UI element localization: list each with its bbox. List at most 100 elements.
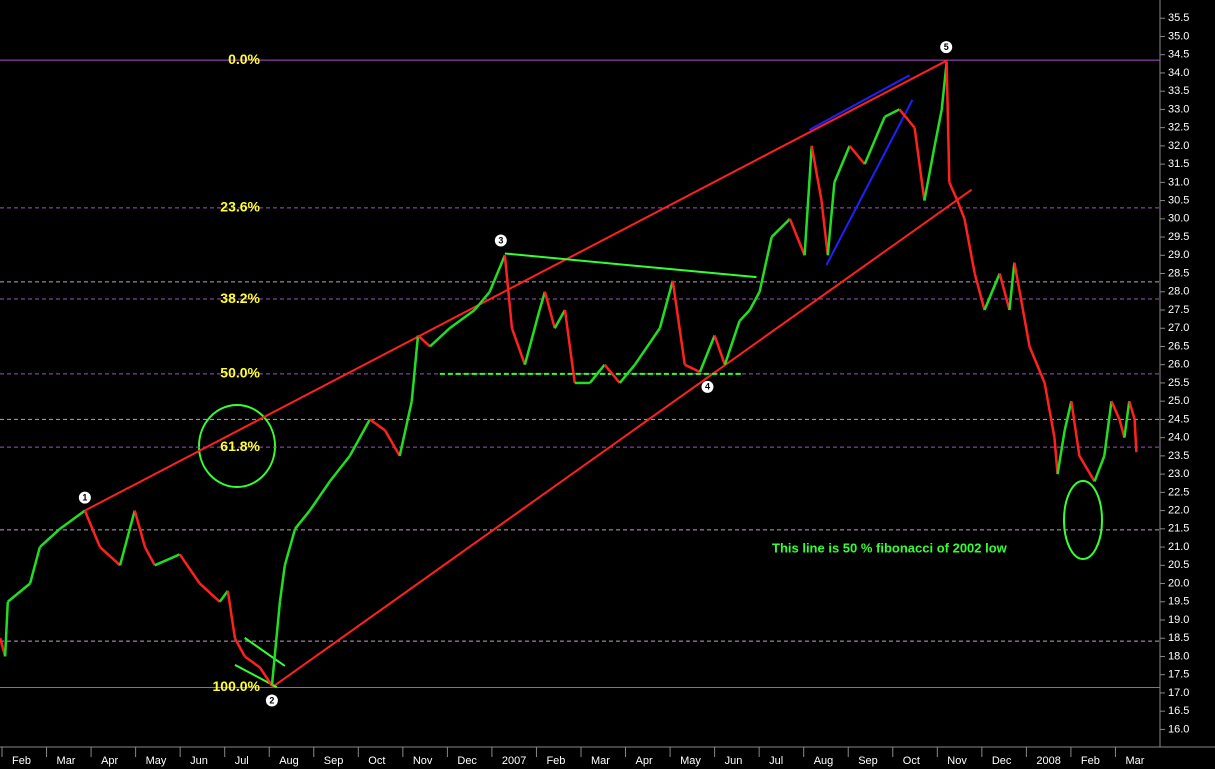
wave-label: 5 xyxy=(944,42,949,52)
x-tick-label: Apr xyxy=(101,755,118,767)
price-segment xyxy=(510,327,527,366)
wave-marker xyxy=(78,491,91,504)
trendline xyxy=(825,99,914,266)
price-segment xyxy=(328,455,351,483)
y-tick-label: 28.5 xyxy=(1168,267,1189,279)
highlight-circle xyxy=(198,404,276,488)
y-tick-label: 32.5 xyxy=(1168,122,1189,134)
price-segment xyxy=(1070,400,1081,457)
y-tick-label: 29.5 xyxy=(1168,231,1189,243)
price-segment xyxy=(863,116,886,165)
price-segment xyxy=(948,181,959,202)
y-tick-label: 25.0 xyxy=(1168,395,1189,407)
x-tick-label: Oct xyxy=(903,755,920,767)
price-segment xyxy=(1093,455,1106,482)
x-tick-label: Mar xyxy=(591,755,610,767)
price-segment xyxy=(1103,401,1113,457)
price-segment xyxy=(618,363,636,384)
y-tick-label: 22.0 xyxy=(1168,504,1189,516)
y-tick-label: 32.0 xyxy=(1168,140,1189,152)
price-segment xyxy=(898,108,916,129)
price-segment xyxy=(748,291,761,311)
price-segment xyxy=(1043,382,1056,438)
y-tick-label: 20.5 xyxy=(1168,559,1189,571)
price-segment xyxy=(1078,455,1096,483)
x-tick-label: Jul xyxy=(235,755,249,767)
y-tick-label: 29.0 xyxy=(1168,249,1189,261)
price-segment xyxy=(178,553,201,585)
wave-label: 4 xyxy=(705,382,710,392)
y-tick-label: 22.5 xyxy=(1168,486,1189,498)
trendline xyxy=(84,59,949,512)
price-segment xyxy=(770,217,791,238)
x-tick-label: Nov xyxy=(413,755,433,767)
price-segment xyxy=(603,363,621,384)
y-tick-label: 20.0 xyxy=(1168,577,1189,589)
price-segment xyxy=(1063,400,1073,431)
price-segment xyxy=(348,418,371,457)
price-segment xyxy=(1133,419,1138,453)
price-segment xyxy=(503,255,514,329)
price-segment xyxy=(538,291,547,311)
wave-label: 3 xyxy=(498,235,503,245)
price-segment xyxy=(826,182,836,256)
trendline xyxy=(244,637,286,667)
price-segment xyxy=(788,218,806,256)
x-tick-label: Jul xyxy=(769,755,783,767)
x-tick-label: Aug xyxy=(279,755,299,767)
price-segment xyxy=(133,510,147,548)
y-tick-label: 35.5 xyxy=(1168,12,1189,24)
price-segment xyxy=(1053,437,1059,475)
fib-label: 23.6% xyxy=(220,199,260,215)
price-segment xyxy=(563,309,577,384)
price-segment xyxy=(283,528,297,566)
price-segment xyxy=(923,145,936,201)
y-tick-label: 18.5 xyxy=(1168,632,1189,644)
y-tick-label: 24.0 xyxy=(1168,432,1189,444)
price-segment xyxy=(588,363,606,384)
y-tick-label: 27.0 xyxy=(1168,322,1189,334)
x-tick-label: Oct xyxy=(368,755,385,767)
y-tick-label: 23.0 xyxy=(1168,468,1189,480)
price-segment xyxy=(684,363,701,374)
x-tick-label: May xyxy=(146,755,167,767)
x-tick-label: Feb xyxy=(546,755,565,767)
price-segment xyxy=(1028,345,1046,384)
price-segment xyxy=(1008,262,1016,311)
price-segment xyxy=(244,655,261,669)
price-segment xyxy=(723,320,741,366)
price-segment xyxy=(226,590,237,639)
price-segment xyxy=(39,527,61,548)
y-tick-label: 33.0 xyxy=(1168,103,1189,115)
y-tick-label: 30.5 xyxy=(1168,194,1189,206)
y-tick-label: 21.0 xyxy=(1168,541,1189,553)
price-segment xyxy=(913,127,926,201)
price-segment xyxy=(963,218,976,274)
price-segment xyxy=(118,510,136,566)
price-segment xyxy=(884,108,901,118)
y-tick-label: 17.0 xyxy=(1168,687,1189,699)
price-segment xyxy=(810,145,823,201)
price-segment xyxy=(488,254,506,293)
y-tick-label: 16.0 xyxy=(1168,723,1189,735)
wave-marker xyxy=(494,234,507,247)
y-tick-label: 21.5 xyxy=(1168,523,1189,535)
price-segment xyxy=(658,280,674,329)
fib-label: 38.2% xyxy=(220,290,260,306)
price-segment xyxy=(1123,401,1131,438)
annotation: This line is 50 % fibonacci of 2002 low xyxy=(772,540,1008,555)
price-segment xyxy=(383,429,401,457)
price-segment xyxy=(833,145,851,183)
price-segment xyxy=(278,565,287,602)
y-tick-label: 16.5 xyxy=(1168,705,1189,717)
price-segment xyxy=(998,273,1011,311)
y-tick-label: 26.5 xyxy=(1168,340,1189,352)
y-tick-label: 24.5 xyxy=(1168,413,1189,425)
price-segment xyxy=(233,637,246,658)
price-segment xyxy=(154,553,181,567)
y-tick-label: 17.5 xyxy=(1168,669,1189,681)
price-segment xyxy=(973,273,986,311)
y-tick-label: 30.0 xyxy=(1168,213,1189,225)
price-segment xyxy=(59,509,86,530)
